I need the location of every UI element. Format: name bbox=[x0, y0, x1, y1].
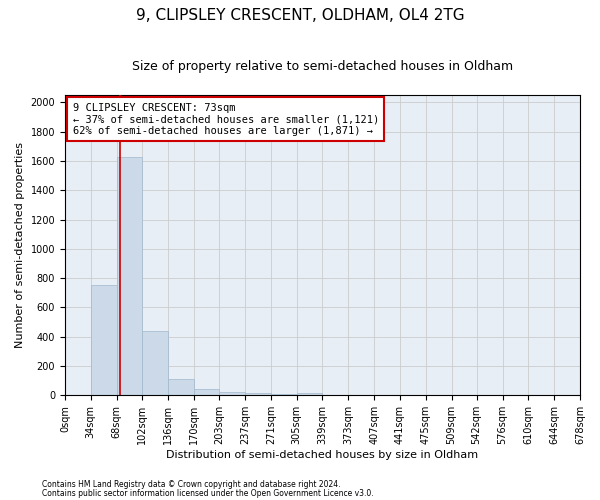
Text: Contains public sector information licensed under the Open Government Licence v3: Contains public sector information licen… bbox=[42, 488, 374, 498]
Bar bbox=[194, 390, 219, 396]
Text: Contains HM Land Registry data © Crown copyright and database right 2024.: Contains HM Land Registry data © Crown c… bbox=[42, 480, 341, 489]
Bar bbox=[219, 392, 245, 396]
Bar bbox=[168, 379, 194, 396]
X-axis label: Distribution of semi-detached houses by size in Oldham: Distribution of semi-detached houses by … bbox=[166, 450, 479, 460]
Bar bbox=[142, 331, 168, 396]
Title: Size of property relative to semi-detached houses in Oldham: Size of property relative to semi-detach… bbox=[132, 60, 513, 73]
Text: 9, CLIPSLEY CRESCENT, OLDHAM, OL4 2TG: 9, CLIPSLEY CRESCENT, OLDHAM, OL4 2TG bbox=[136, 8, 464, 22]
Bar bbox=[245, 393, 271, 396]
Text: 9 CLIPSLEY CRESCENT: 73sqm
← 37% of semi-detached houses are smaller (1,121)
62%: 9 CLIPSLEY CRESCENT: 73sqm ← 37% of semi… bbox=[73, 102, 379, 136]
Bar bbox=[91, 286, 116, 396]
Y-axis label: Number of semi-detached properties: Number of semi-detached properties bbox=[15, 142, 25, 348]
Bar bbox=[271, 394, 296, 396]
Bar bbox=[296, 393, 322, 396]
Bar bbox=[116, 156, 142, 396]
